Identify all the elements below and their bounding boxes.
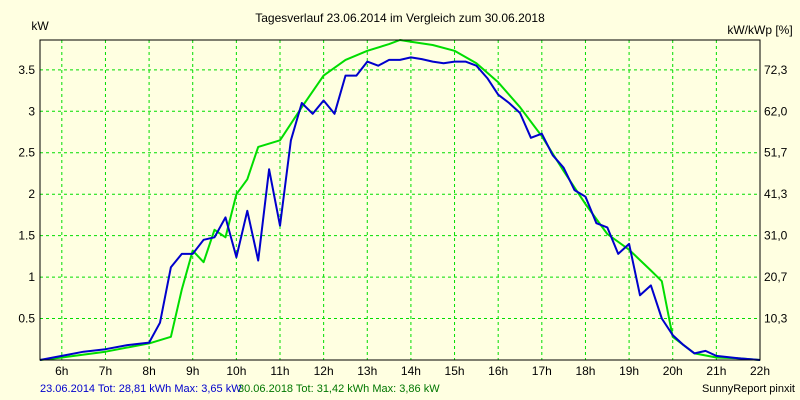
x-tick-label: 9h bbox=[186, 364, 199, 378]
y-tick-label-left: 2 bbox=[28, 187, 35, 201]
x-tick-label: 19h bbox=[619, 364, 639, 378]
y-tick-label-right: 31,0 bbox=[764, 229, 788, 243]
y-tick-label-left: 3.5 bbox=[18, 63, 35, 77]
legend-entry-2018: 30.06.2018 Tot: 31,42 kWh Max: 3,86 kW bbox=[238, 383, 440, 395]
x-tick-label: 15h bbox=[445, 364, 465, 378]
y-tick-label-left: 1.5 bbox=[18, 229, 35, 243]
x-tick-label: 18h bbox=[575, 364, 595, 378]
y-tick-label-right: 72,3 bbox=[764, 63, 788, 77]
x-tick-label: 10h bbox=[226, 364, 246, 378]
x-tick-label: 20h bbox=[663, 364, 683, 378]
x-tick-label: 6h bbox=[55, 364, 68, 378]
y-tick-label-left: 2.5 bbox=[18, 146, 35, 160]
x-tick-label: 13h bbox=[357, 364, 377, 378]
y-axis-ticks: 0.5 1 1.5 2 2.5 3 3.5 10,3 20,7 31,0 41,3 51,7 62,0 7… bbox=[18, 63, 787, 326]
x-tick-label: 21h bbox=[706, 364, 726, 378]
x-tick-label: 16h bbox=[488, 364, 508, 378]
x-axis-ticks: 6h 7h 8h 9h 10h 11h 12h 13h 14h 15h 16h 17h 18h 19h 20… bbox=[55, 364, 770, 378]
plot-area bbox=[40, 40, 760, 360]
x-tick-label: 7h bbox=[99, 364, 112, 378]
series-line-0 bbox=[39, 56, 761, 361]
y-tick-label-right: 41,3 bbox=[764, 187, 788, 201]
credit-text: SunnyReport pinxit bbox=[702, 383, 795, 395]
series-layer bbox=[39, 39, 761, 361]
y-tick-label-left: 3 bbox=[28, 104, 35, 118]
x-tick-label: 14h bbox=[401, 364, 421, 378]
x-tick-label: 12h bbox=[314, 364, 334, 378]
x-tick-label: 11h bbox=[270, 364, 289, 378]
chart-title: Tagesverlauf 23.06.2014 im Vergleich zum… bbox=[255, 11, 545, 25]
x-tick-label: 17h bbox=[532, 364, 552, 378]
plot-frame bbox=[39, 39, 761, 361]
y-tick-label-left: 0.5 bbox=[18, 312, 35, 326]
x-tick-label: 22h bbox=[750, 364, 770, 378]
y-axis-label-left: kW bbox=[31, 19, 49, 33]
y-tick-label-right: 20,7 bbox=[764, 270, 788, 284]
x-tick-label: 8h bbox=[142, 364, 155, 378]
y-tick-label-right: 62,0 bbox=[764, 104, 788, 118]
legend-entry-2014: 23.06.2014 Tot: 28,81 kWh Max: 3,65 kW bbox=[40, 383, 242, 395]
y-tick-label-right: 51,7 bbox=[764, 146, 788, 160]
y-axis-label-right: kW/kWp [%] bbox=[727, 23, 792, 37]
y-tick-label-left: 1 bbox=[28, 270, 35, 284]
y-tick-label-right: 10,3 bbox=[764, 312, 788, 326]
